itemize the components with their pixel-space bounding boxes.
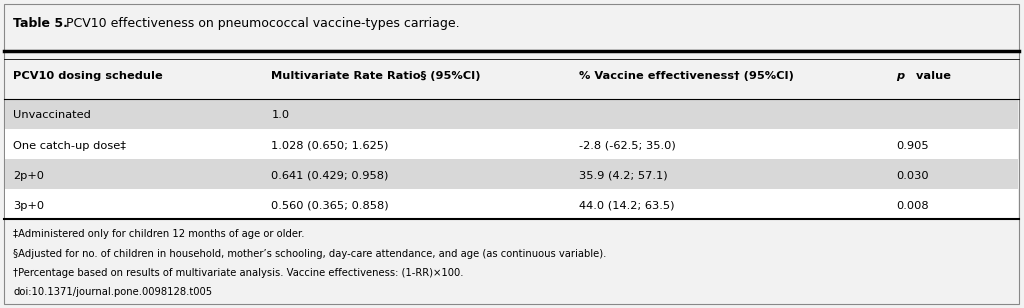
Text: PCV10 dosing schedule: PCV10 dosing schedule [13,71,163,81]
Text: -2.8 (-62.5; 35.0): -2.8 (-62.5; 35.0) [579,140,675,151]
Text: 44.0 (14.2; 63.5): 44.0 (14.2; 63.5) [579,201,674,211]
Text: 3p+0: 3p+0 [13,201,44,211]
Text: % Vaccine effectiveness† (95%CI): % Vaccine effectiveness† (95%CI) [579,71,794,81]
Text: 2p+0: 2p+0 [13,171,44,180]
Text: Multivariate Rate Ratio§ (95%CI): Multivariate Rate Ratio§ (95%CI) [271,71,481,81]
Text: 35.9 (4.2; 57.1): 35.9 (4.2; 57.1) [579,171,668,180]
Text: 0.008: 0.008 [896,201,929,211]
Text: PCV10 effectiveness on pneumococcal vaccine-types carriage.: PCV10 effectiveness on pneumococcal vacc… [62,17,460,30]
Bar [5,129,1018,159]
Text: †Percentage based on results of multivariate analysis. Vaccine effectiveness: (1: †Percentage based on results of multivar… [13,268,464,278]
Text: 1.028 (0.650; 1.625): 1.028 (0.650; 1.625) [271,140,389,151]
Text: value: value [912,71,951,81]
Text: One catch-up dose‡: One catch-up dose‡ [13,140,126,151]
Text: 1.0: 1.0 [271,111,290,120]
Bar [5,159,1018,188]
Text: doi:10.1371/journal.pone.0098128.t005: doi:10.1371/journal.pone.0098128.t005 [13,287,212,297]
Text: Table 5.: Table 5. [13,17,69,30]
Text: 0.905: 0.905 [896,140,929,151]
Text: p: p [896,71,904,81]
Bar [5,188,1018,219]
Text: §Adjusted for no. of children in household, mother’s schooling, day-care attenda: §Adjusted for no. of children in househo… [13,249,606,258]
Text: 0.560 (0.365; 0.858): 0.560 (0.365; 0.858) [271,201,389,211]
Text: 0.641 (0.429; 0.958): 0.641 (0.429; 0.958) [271,171,389,180]
Text: Unvaccinated: Unvaccinated [13,111,91,120]
Text: ‡Administered only for children 12 months of age or older.: ‡Administered only for children 12 month… [13,229,305,239]
Bar [5,99,1018,129]
Text: 0.030: 0.030 [896,171,929,180]
